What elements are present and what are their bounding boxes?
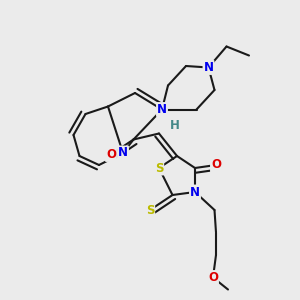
Text: N: N bbox=[190, 185, 200, 199]
Text: N: N bbox=[118, 146, 128, 160]
Text: S: S bbox=[146, 203, 154, 217]
Text: N: N bbox=[157, 103, 167, 116]
Text: N: N bbox=[203, 61, 214, 74]
Text: H: H bbox=[170, 118, 180, 132]
Text: O: O bbox=[211, 158, 221, 172]
Text: S: S bbox=[155, 161, 163, 175]
Text: O: O bbox=[208, 271, 218, 284]
Text: O: O bbox=[106, 148, 116, 161]
